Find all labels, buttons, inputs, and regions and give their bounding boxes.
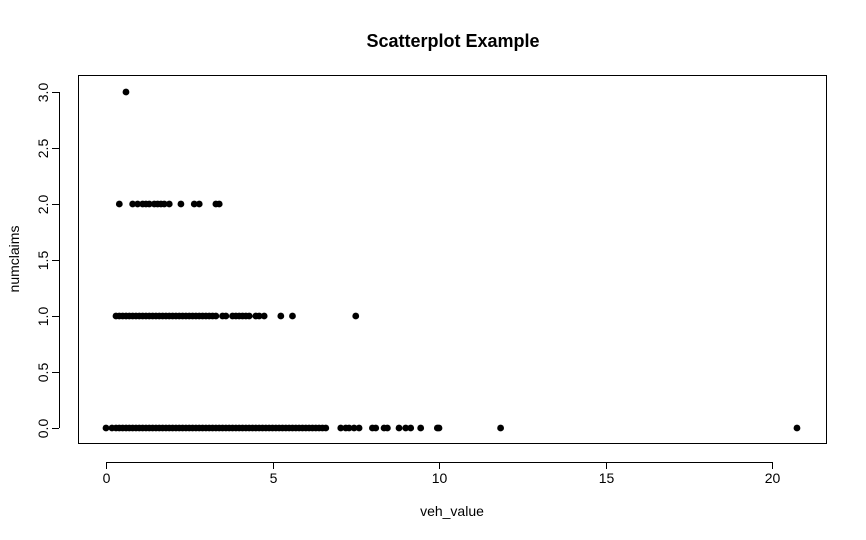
data-point [355,424,363,432]
data-point [345,424,353,432]
data-point [134,200,142,208]
plot-frame [78,75,827,444]
data-point [190,200,198,208]
y-tick-label: 1.5 [35,251,51,271]
data-point [352,312,360,320]
data-point [145,200,153,208]
data-point [255,312,263,320]
data-point [497,424,505,432]
data-point [222,312,230,320]
y-tick-label: 1.0 [35,307,51,327]
data-point [277,312,285,320]
x-axis-label: veh_value [420,503,484,519]
data-point [395,424,403,432]
data-point [160,200,168,208]
data-point [195,200,203,208]
data-point [122,88,130,96]
y-tick-label: 2.5 [35,139,51,159]
x-tick-label: 20 [765,470,781,486]
data-point [245,312,253,320]
data-point [129,200,137,208]
y-axis-label: numclaims [6,226,22,293]
data-point [417,424,425,432]
data-point [260,312,268,320]
data-point [793,424,801,432]
x-axis: 0 5 10 15 20 [103,462,781,486]
data-point [322,424,330,432]
y-tick-label: 0.5 [35,363,51,383]
data-point [435,424,443,432]
data-point [402,424,410,432]
x-tick-label: 5 [270,470,278,486]
data-point [212,312,220,320]
data-point [337,424,345,432]
x-tick-label: 10 [432,470,448,486]
y-axis: 0.0 0.5 1.0 1.5 2.0 2.5 3.0 [35,83,60,439]
x-tick-label: 15 [599,470,615,486]
data-point [215,200,223,208]
data-point [177,200,185,208]
data-point [350,424,358,432]
x-tick-label: 0 [103,470,111,486]
y-tick-label: 2.0 [35,195,51,215]
data-point [289,312,296,320]
data-point [383,424,391,432]
data-point [102,424,110,432]
data-point [372,424,380,432]
data-point [165,200,173,208]
chart-title: Scatterplot Example [366,31,539,51]
data-point [407,424,415,432]
y-tick-label: 3.0 [35,83,51,103]
data-point [115,200,123,208]
data-points [102,88,801,432]
y-tick-label: 0.0 [35,419,51,439]
